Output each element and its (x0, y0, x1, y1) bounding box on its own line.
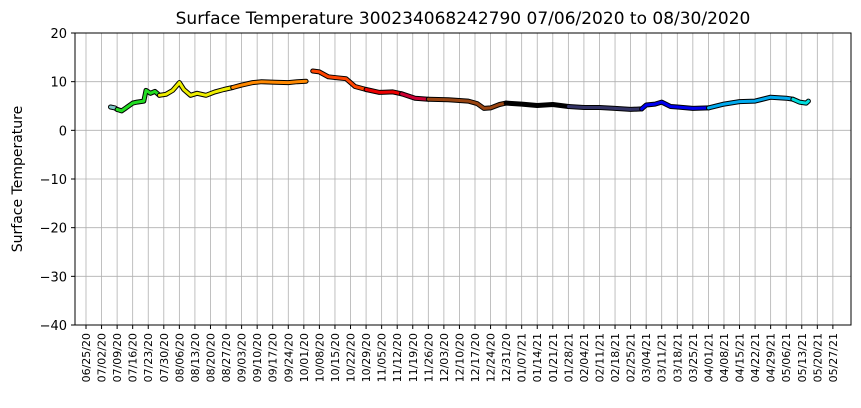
x-tick-label: 07/30/20 (158, 333, 171, 382)
x-tick-label: 02/18/21 (609, 333, 622, 382)
x-tick-label: 12/17/20 (469, 333, 482, 382)
grid-lines (75, 32, 851, 326)
x-tick-label: 05/13/21 (796, 333, 809, 382)
x-tick-label: 12/10/20 (453, 333, 466, 382)
series-line (115, 88, 161, 113)
series-line (566, 105, 644, 111)
x-tick-label: 11/19/20 (407, 333, 420, 382)
x-tick-label: 04/29/21 (765, 333, 778, 382)
x-tick-label: 02/25/21 (625, 333, 638, 382)
x-axis-ticks: 06/25/20 07/02/20 07/09/20 07/16/20 07/23/20… (80, 325, 840, 382)
series-line (504, 101, 570, 108)
series-line (791, 97, 810, 105)
x-tick-label: 08/20/20 (204, 333, 217, 382)
series-line (231, 79, 308, 89)
y-axis-ticks: −40 −30 −20 −10 0 10 20 (40, 27, 75, 334)
x-tick-label: 08/27/20 (220, 333, 233, 382)
x-tick-label: 10/08/20 (313, 333, 326, 382)
x-tick-label: 01/07/21 (516, 333, 529, 382)
series-line (640, 100, 710, 111)
y-tick-label: 10 (50, 76, 67, 91)
x-tick-label: 03/11/21 (656, 333, 669, 382)
y-tick-label: 0 (59, 124, 67, 139)
x-tick-label: 12/24/20 (485, 333, 498, 382)
y-tick-label: −40 (40, 319, 67, 334)
x-tick-label: 07/02/20 (96, 333, 109, 382)
series-line (157, 81, 235, 97)
x-tick-label: 02/11/21 (593, 333, 606, 382)
x-tick-label: 08/13/20 (189, 333, 202, 382)
chart-title: Surface Temperature 300234068242790 07/0… (176, 9, 751, 29)
x-tick-label: 11/05/20 (376, 333, 389, 382)
y-tick-label: −10 (40, 173, 67, 188)
x-tick-label: 06/25/20 (80, 333, 93, 382)
x-tick-label: 04/15/21 (734, 333, 747, 382)
x-tick-label: 05/27/21 (827, 333, 840, 382)
x-tick-label: 05/06/21 (780, 333, 793, 382)
x-tick-label: 12/03/20 (438, 333, 451, 382)
x-tick-label: 10/01/20 (298, 333, 311, 382)
series-line (426, 97, 508, 110)
x-tick-label: 04/22/21 (749, 333, 762, 382)
y-tick-label: −20 (40, 222, 67, 237)
x-tick-label: 09/10/20 (251, 333, 264, 382)
x-tick-label: 01/14/21 (531, 333, 544, 382)
x-tick-label: 09/03/20 (236, 333, 249, 382)
data-series (108, 68, 811, 114)
x-tick-label: 03/04/21 (640, 333, 653, 382)
series-line (400, 92, 430, 101)
x-tick-label: 10/22/20 (345, 333, 358, 382)
series-line (311, 69, 368, 91)
x-tick-label: 08/06/20 (173, 333, 186, 382)
x-tick-label: 10/15/20 (329, 333, 342, 382)
x-tick-label: 12/31/20 (500, 333, 513, 382)
x-tick-label: 09/24/20 (282, 333, 295, 382)
x-tick-label: 07/16/20 (127, 333, 140, 382)
y-tick-label: −30 (40, 270, 67, 285)
x-tick-label: 03/25/21 (687, 333, 700, 382)
x-tick-label: 01/28/21 (562, 333, 575, 382)
x-tick-label: 07/09/20 (111, 333, 124, 382)
x-tick-label: 11/26/20 (422, 333, 435, 382)
series-line (364, 88, 404, 96)
x-tick-label: 09/17/20 (267, 333, 280, 382)
x-tick-label: 11/12/20 (391, 333, 404, 382)
x-tick-label: 05/20/21 (811, 333, 824, 382)
series-line (706, 95, 795, 110)
x-tick-label: 07/23/20 (142, 333, 155, 382)
x-tick-label: 03/18/21 (671, 333, 684, 382)
x-tick-label: 02/04/21 (578, 333, 591, 382)
y-tick-label: 20 (50, 27, 67, 42)
x-tick-label: 04/01/21 (702, 333, 715, 382)
y-axis-label: Surface Temperature (10, 106, 26, 252)
x-tick-label: 01/21/21 (547, 333, 560, 382)
x-tick-label: 04/08/21 (718, 333, 731, 382)
x-tick-label: 10/29/20 (360, 333, 373, 382)
